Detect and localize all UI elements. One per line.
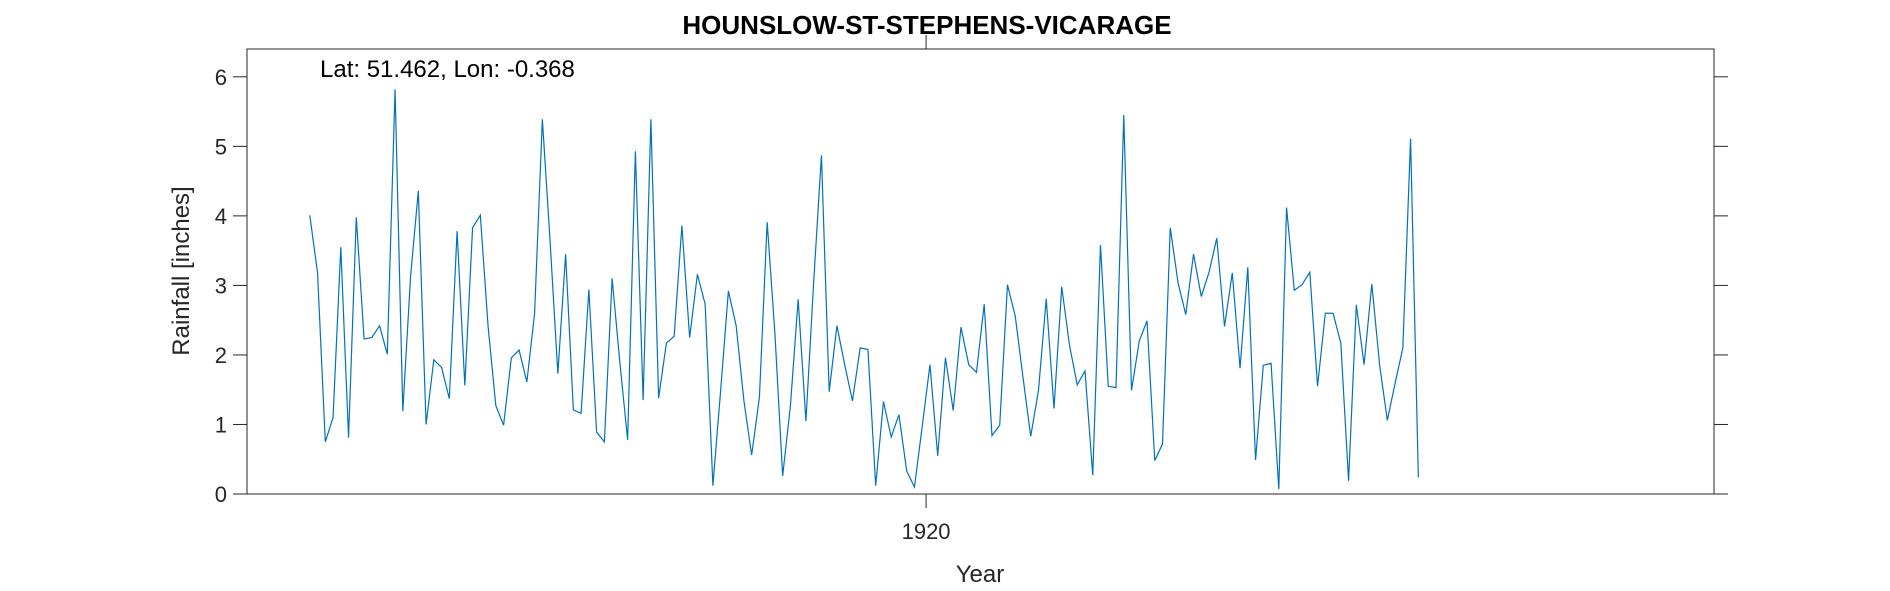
- y-tick-label: 3: [215, 273, 227, 298]
- x-axis: 1920: [902, 35, 951, 544]
- location-annotation: Lat: 51.462, Lon: -0.368: [320, 56, 575, 83]
- y-tick-label: 2: [215, 343, 227, 368]
- y-axis-label: Rainfall [inches]: [168, 186, 195, 355]
- rainfall-series-line: [309, 89, 1419, 490]
- x-tick-label: 1920: [902, 519, 951, 544]
- plot-area: [246, 48, 1715, 495]
- y-tick-label: 4: [215, 204, 227, 229]
- chart-title: HOUNSLOW-ST-STEPHENS-VICARAGE: [682, 10, 1171, 40]
- y-tick-label: 5: [215, 134, 227, 159]
- y-tick-label: 0: [215, 482, 227, 507]
- y-axis: 0 1 2 3 4 5 6: [215, 65, 1728, 507]
- y-tick-label: 6: [215, 65, 227, 90]
- x-axis-label: Year: [956, 561, 1005, 588]
- y-tick-label: 1: [215, 412, 227, 437]
